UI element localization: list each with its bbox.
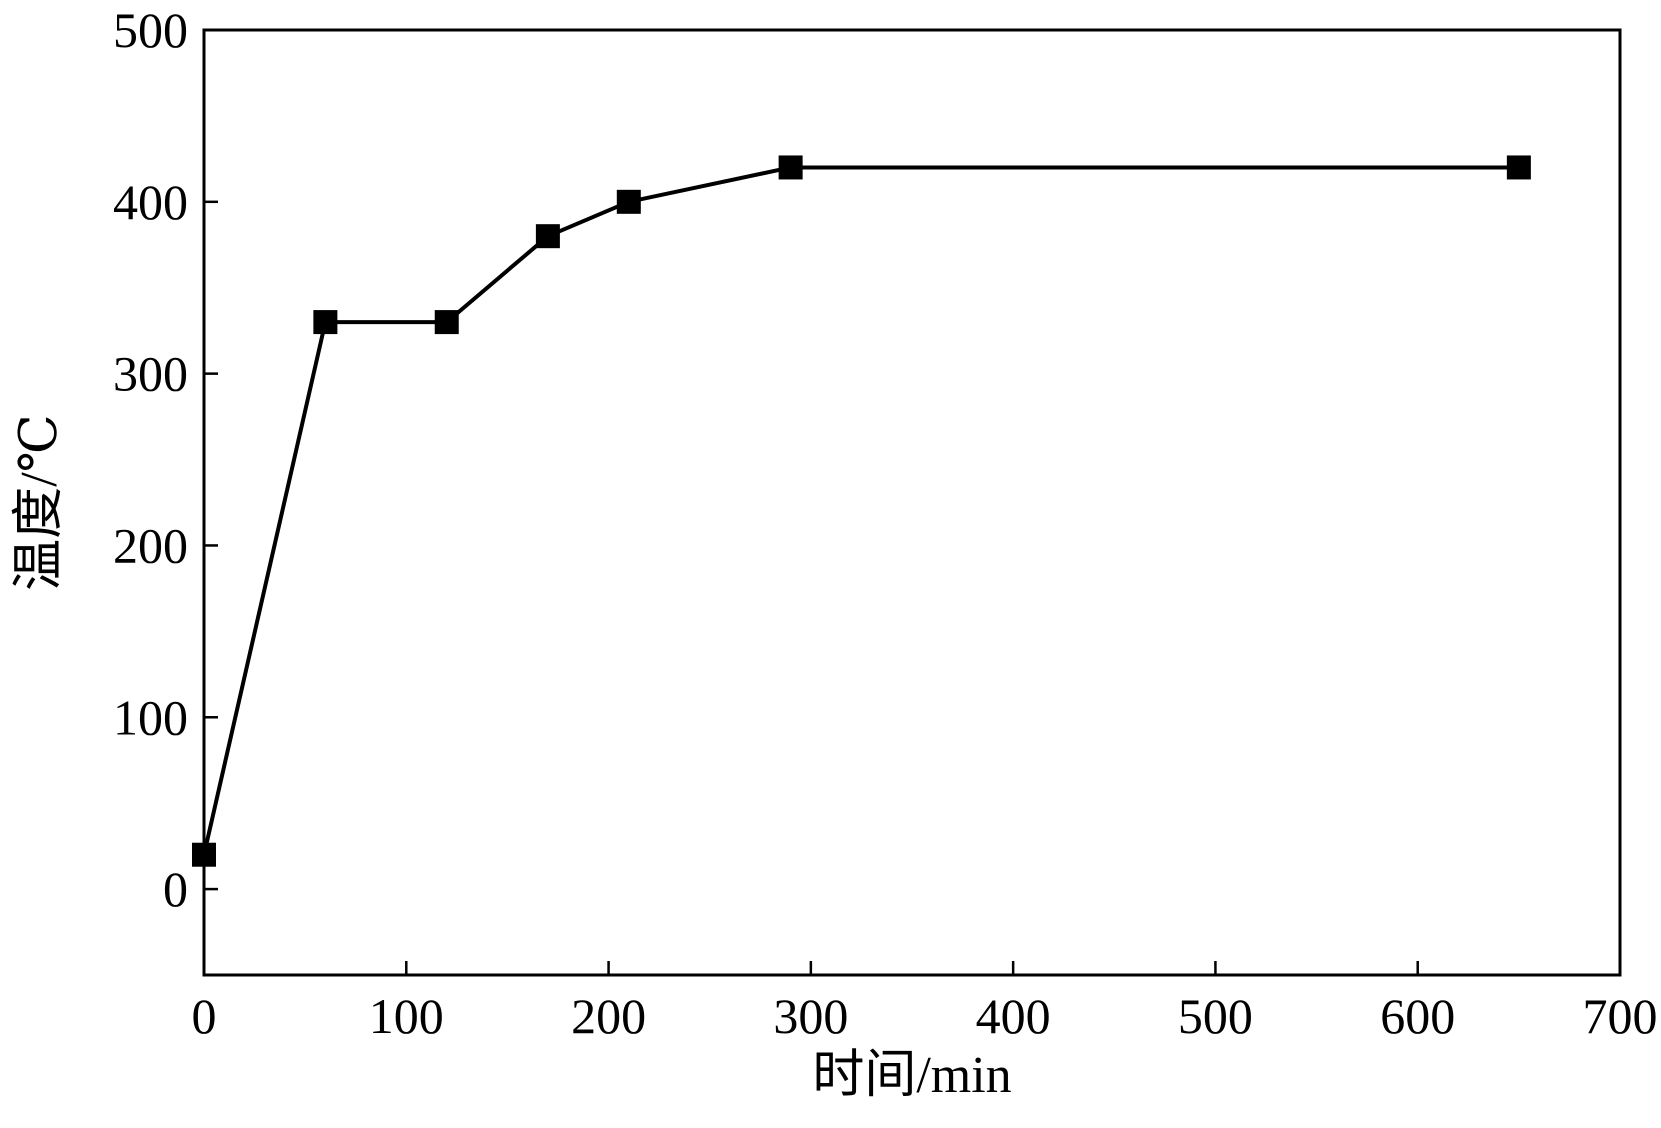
data-point-marker [434,310,459,335]
y-axis-title: 温度/℃ [11,414,68,591]
x-tick-label: 0 [192,988,217,1044]
labels-layer: 0 100 200 300 400 500 600 700 0 100 200 300 400 500 [113,2,1658,1044]
x-tick-label: 300 [773,988,848,1044]
data-point-marker [1506,155,1531,180]
x-tick-label: 500 [1178,988,1253,1044]
plot-frame [202,28,1622,977]
series-line [202,165,1519,856]
x-tick-label: 700 [1583,988,1658,1044]
series-layer [192,155,1531,867]
y-tick-label: 400 [113,174,188,230]
x-tick-label: 200 [571,988,646,1044]
y-tick-label: 200 [113,517,188,573]
x-tick-label: 400 [976,988,1051,1044]
y-tick-label: 100 [113,689,188,745]
data-point-marker [313,310,338,335]
data-point-marker [535,224,560,249]
data-point-marker [778,155,803,180]
y-tick-label: 0 [163,861,188,917]
x-tick-label: 100 [369,988,444,1044]
data-point-marker [616,189,641,214]
ticks-layer [202,28,1622,975]
x-tick-label: 600 [1380,988,1455,1044]
y-tick-label: 500 [113,2,188,58]
y-tick-label: 300 [113,346,188,402]
x-axis-title: 时间/min [812,1047,1011,1104]
